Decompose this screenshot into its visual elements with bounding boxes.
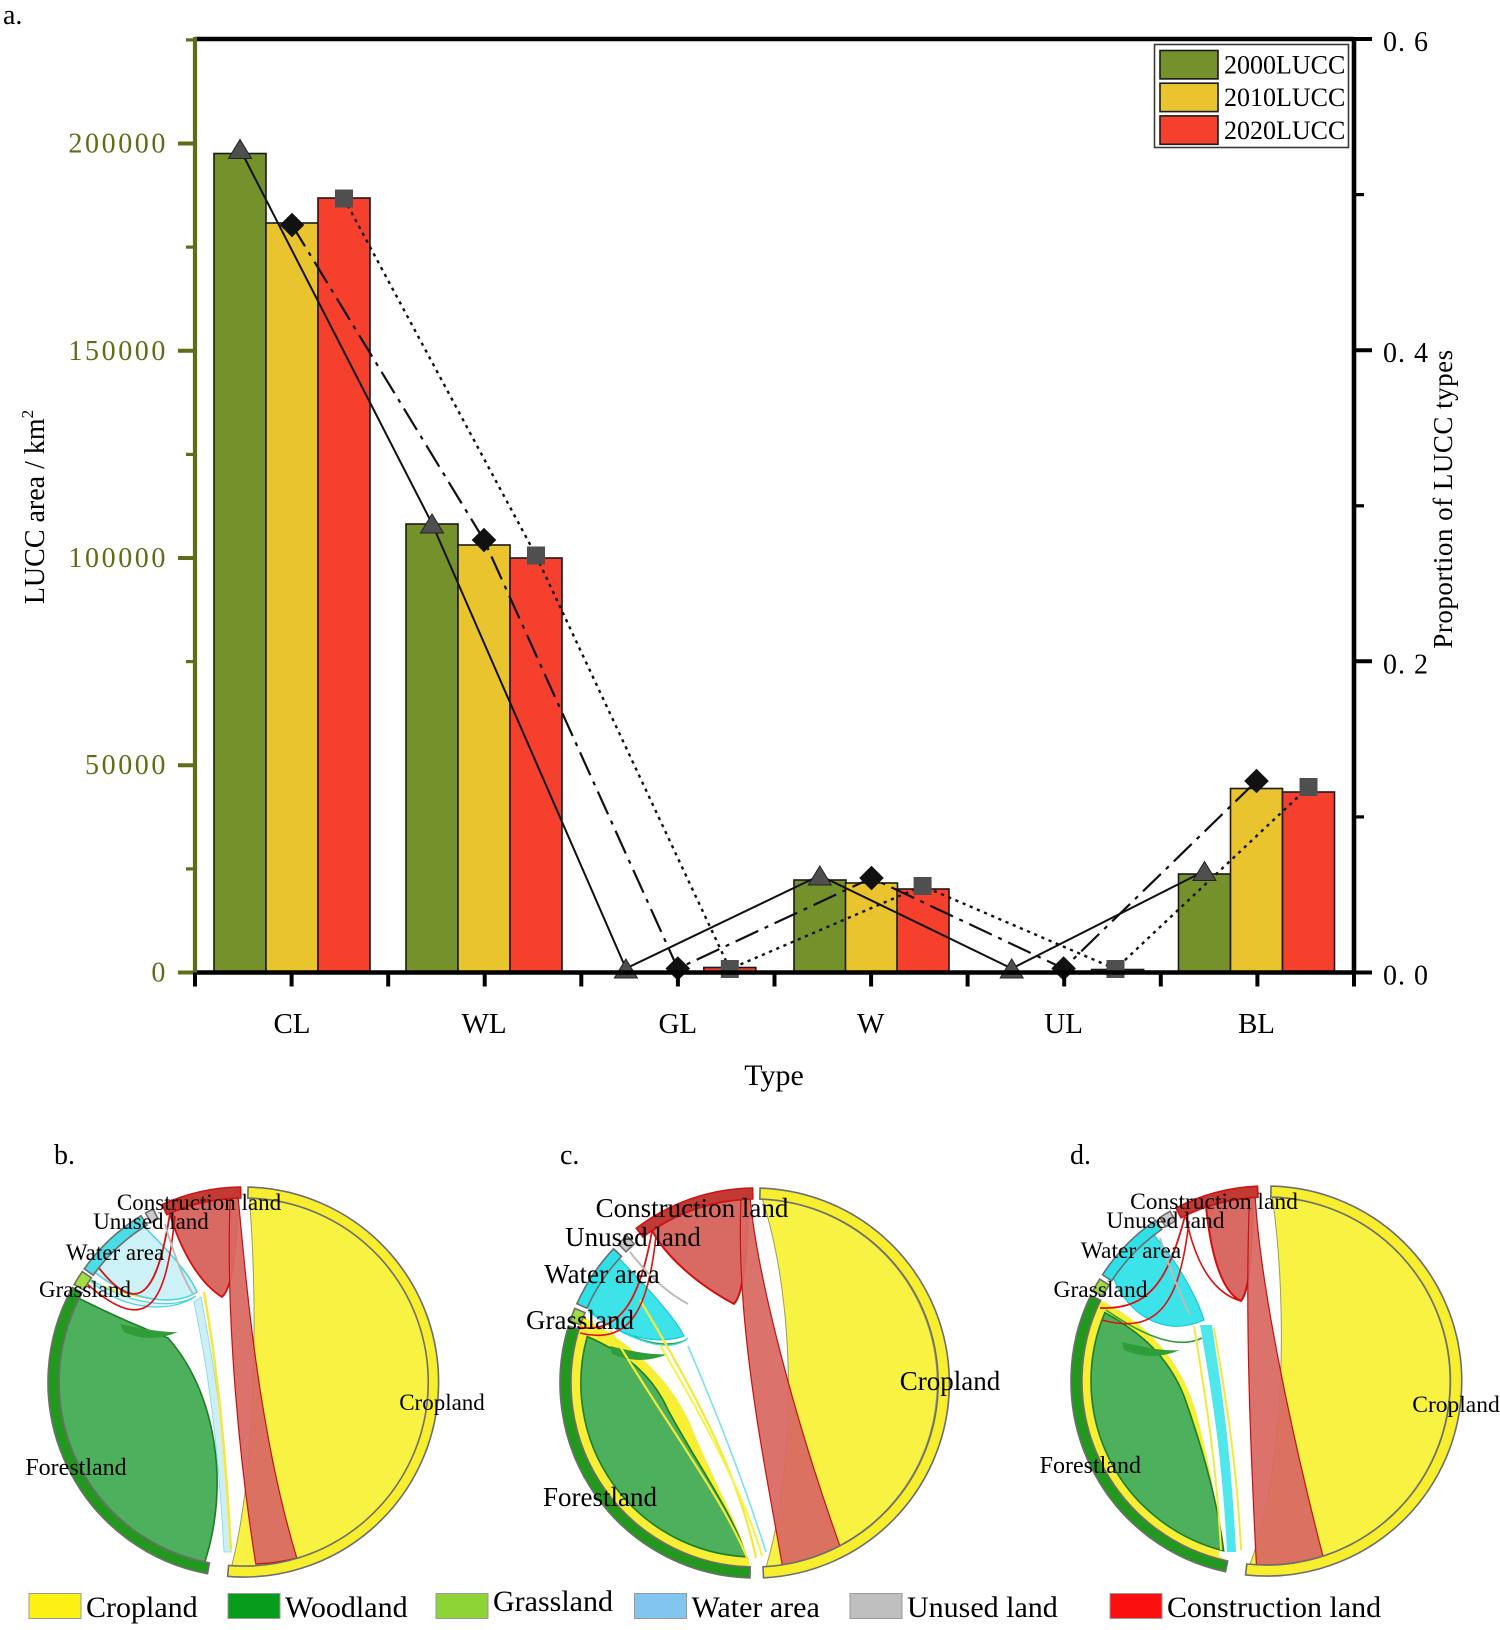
svg-text:GL: GL xyxy=(658,1008,697,1040)
svg-text:Construction land: Construction land xyxy=(1130,1189,1298,1215)
svg-text:Unused land: Unused land xyxy=(565,1222,701,1252)
svg-text:Water area: Water area xyxy=(692,1591,820,1624)
svg-text:0. 4: 0. 4 xyxy=(1383,338,1429,369)
svg-text:2020LUCC: 2020LUCC xyxy=(1224,116,1345,145)
svg-text:Unused land: Unused land xyxy=(1106,1208,1224,1234)
svg-text:Cropland: Cropland xyxy=(399,1390,485,1415)
svg-text:Forestland: Forestland xyxy=(543,1482,657,1512)
svg-text:Construction land: Construction land xyxy=(1167,1591,1381,1624)
svg-text:Forestland: Forestland xyxy=(25,1455,126,1481)
svg-text:Grassland: Grassland xyxy=(1054,1277,1148,1303)
svg-text:2010LUCC: 2010LUCC xyxy=(1224,83,1345,112)
svg-text:Forestland: Forestland xyxy=(1040,1453,1141,1479)
svg-text:0. 0: 0. 0 xyxy=(1383,961,1429,992)
svg-text:Cropland: Cropland xyxy=(86,1591,198,1624)
svg-text:2000LUCC: 2000LUCC xyxy=(1224,51,1345,80)
svg-text:Proportion of LUCC types: Proportion of LUCC types xyxy=(1428,349,1458,648)
svg-text:BL: BL xyxy=(1238,1008,1275,1040)
svg-text:Grassland: Grassland xyxy=(526,1305,634,1335)
svg-text:Construction land: Construction land xyxy=(117,1190,282,1215)
svg-text:Unused land: Unused land xyxy=(907,1591,1058,1624)
svg-text:Unused land: Unused land xyxy=(93,1209,209,1234)
svg-text:Cropland: Cropland xyxy=(900,1366,1001,1396)
svg-text:0. 6: 0. 6 xyxy=(1383,27,1429,58)
svg-text:0. 2: 0. 2 xyxy=(1383,649,1429,680)
svg-text:LUCC area / km2: LUCC area / km2 xyxy=(18,410,51,604)
svg-text:Water area: Water area xyxy=(66,1240,164,1265)
svg-text:Construction land: Construction land xyxy=(596,1193,789,1223)
svg-text:Woodland: Woodland xyxy=(285,1591,408,1624)
svg-text:Grassland: Grassland xyxy=(493,1585,613,1618)
svg-text:200000: 200000 xyxy=(68,129,168,160)
svg-text:Water area: Water area xyxy=(544,1259,659,1289)
svg-text:Cropland: Cropland xyxy=(1412,1392,1500,1418)
svg-text:Water area: Water area xyxy=(1081,1238,1182,1264)
svg-text:Type: Type xyxy=(744,1059,804,1092)
svg-text:UL: UL xyxy=(1044,1008,1083,1040)
svg-text:0: 0 xyxy=(151,958,168,989)
svg-text:150000: 150000 xyxy=(68,336,168,367)
svg-text:WL: WL xyxy=(461,1008,506,1040)
svg-text:W: W xyxy=(857,1008,885,1040)
svg-text:Grassland: Grassland xyxy=(39,1277,131,1302)
svg-text:CL: CL xyxy=(273,1008,310,1040)
svg-text:50000: 50000 xyxy=(85,750,168,781)
svg-text:100000: 100000 xyxy=(68,543,168,574)
